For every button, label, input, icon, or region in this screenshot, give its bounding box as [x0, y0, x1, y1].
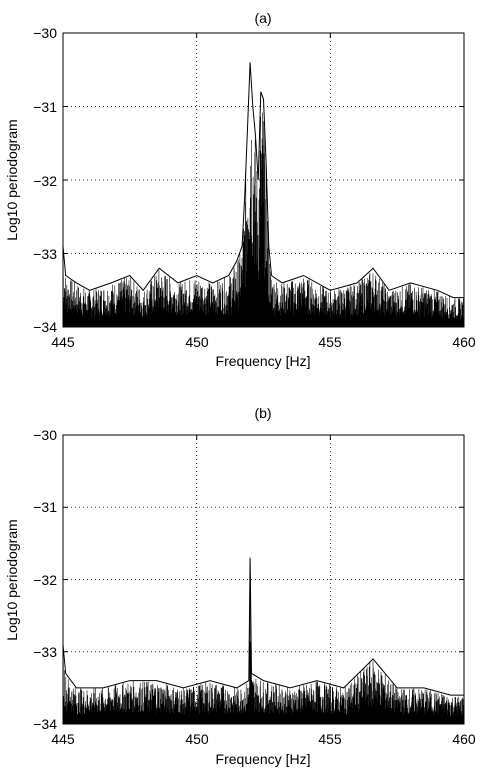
y-axis-label-b: Log10 periodogram	[4, 519, 20, 640]
y-tick-label-a-2: −32	[33, 173, 57, 189]
x-tick-label-b-1: 450	[185, 731, 209, 747]
y-tick-label-a-4: −34	[33, 319, 57, 335]
y-axis-label-a: Log10 periodogram	[4, 119, 20, 240]
chart-title-b: (b)	[254, 405, 271, 421]
y-tick-label-b-2: −32	[33, 572, 57, 588]
y-tick-label-a-1: −31	[33, 99, 57, 115]
y-tick-label-a-3: −33	[33, 246, 57, 262]
x-tick-label-b-2: 455	[318, 731, 342, 747]
tick-marks-a	[62, 32, 465, 328]
grid-b	[63, 435, 464, 724]
x-tick-label-b-0: 445	[51, 731, 75, 747]
y-tick-label-b-3: −33	[33, 644, 57, 660]
x-tick-label-a-3: 460	[452, 334, 476, 350]
x-axis-label-b: Frequency [Hz]	[216, 751, 311, 767]
panel-a: (a) −30 −31 −32 −33 −34 445 450 455 460 …	[4, 10, 476, 369]
chart-title-a: (a)	[254, 10, 271, 26]
panel-b: (b) −30 −31 −32 −33 −34 445 450 455 460 …	[4, 405, 476, 767]
x-tick-label-a-0: 445	[51, 334, 75, 350]
series-line-a	[62, 62, 464, 299]
tick-marks-b	[62, 434, 465, 725]
x-axis-label-a: Frequency [Hz]	[216, 353, 311, 369]
y-tick-label-b-0: −30	[33, 427, 57, 443]
x-tick-label-b-3: 460	[452, 731, 476, 747]
x-tick-label-a-1: 450	[185, 334, 209, 350]
y-tick-label-b-4: −34	[33, 716, 57, 732]
y-tick-label-b-1: −31	[33, 499, 57, 515]
series-line-b	[62, 557, 464, 696]
y-tick-label-a-0: −30	[33, 25, 57, 41]
x-tick-label-a-2: 455	[318, 334, 342, 350]
